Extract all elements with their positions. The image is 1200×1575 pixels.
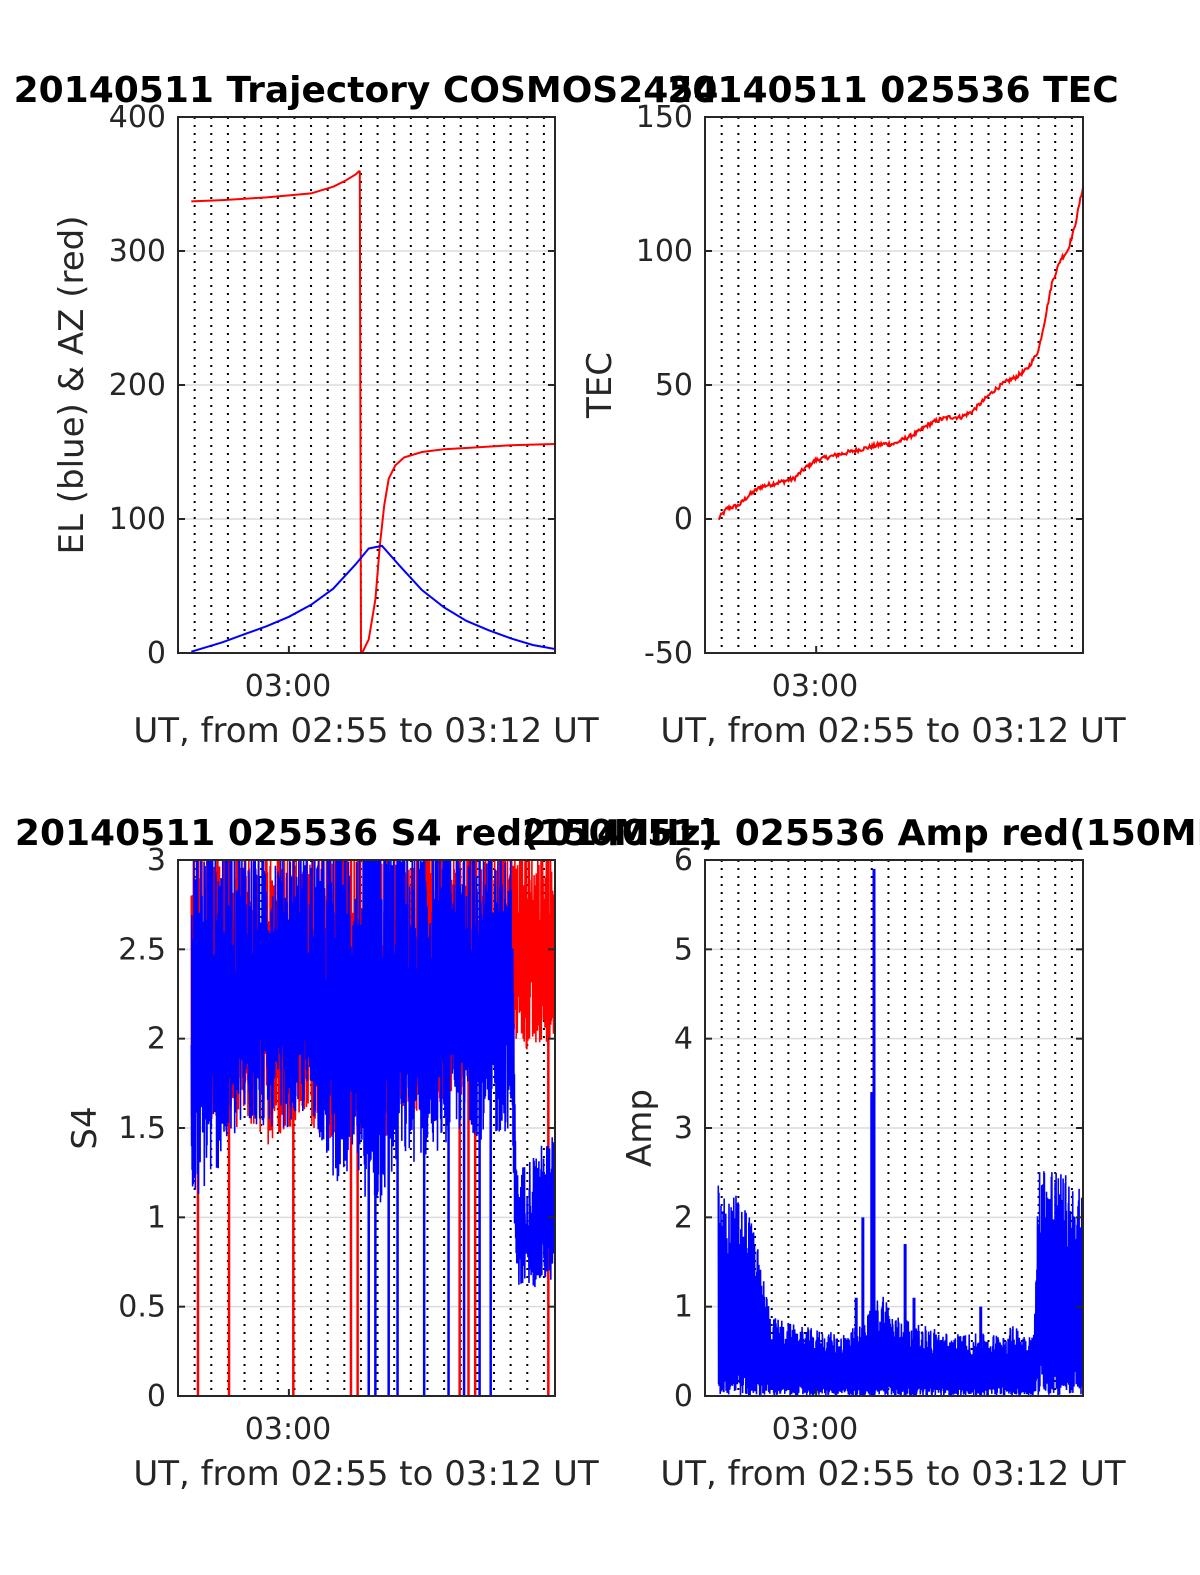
- panel-amp-hgrid: [705, 948, 1083, 1308]
- panel-tec-xtick: 03:00: [772, 669, 858, 704]
- panel-s4-series-1-trace: [190, 860, 555, 1288]
- panel-amp-ytick-label: 4: [674, 1022, 693, 1057]
- panel-amp-ytick-label: 2: [674, 1200, 693, 1235]
- panel-tec-title: 20140511 025536 TEC: [667, 70, 1118, 111]
- panel-tec-ytick-label: 50: [655, 368, 693, 403]
- panel-trajectory-series-0-segment-2: [361, 443, 555, 653]
- panel-trajectory-ytick-label: 400: [109, 100, 166, 135]
- panel-trajectory-ylabel: EL (blue) & AZ (red): [52, 215, 92, 554]
- panel-trajectory-ytick-label: 200: [109, 368, 166, 403]
- panel-trajectory-ytick-label: 300: [109, 234, 166, 269]
- panel-s4-ytick-label: 0.5: [118, 1290, 166, 1325]
- panel-trajectory: 20140511 Trajectory COSMOS2454 0 100 200 30…: [14, 70, 719, 751]
- panel-amp-yticks: 0 1 2 3 4 5 6: [674, 843, 1083, 1414]
- panel-amp-ytick-label: 6: [674, 843, 693, 878]
- panel-tec-ytick-label: 100: [636, 234, 693, 269]
- panel-trajectory-ytick-label: 0: [147, 636, 166, 671]
- panel-tec-hgrid: [705, 250, 1083, 520]
- panel-tec: 20140511 025536 TEC -50 0 50 100 150 03:00 U…: [580, 70, 1126, 751]
- panel-s4-series: [190, 860, 555, 1396]
- panel-trajectory-vgrid: [193, 117, 545, 653]
- panel-tec-series: [717, 187, 1083, 521]
- panel-s4-ytick-label: 1: [147, 1200, 166, 1235]
- panel-trajectory-series-1-segment-0: [191, 544, 555, 653]
- panel-amp-ytick-label: 5: [674, 932, 693, 967]
- panel-tec-ytick-label: 150: [636, 100, 693, 135]
- panel-s4-ytick-label: 3: [147, 843, 166, 878]
- panel-amp-xlabel: UT, from 02:55 to 03:12 UT: [660, 1454, 1126, 1494]
- panel-trajectory-xtick: 03:00: [245, 669, 331, 704]
- panel-amp-ylabel: Amp: [620, 1089, 660, 1167]
- panel-tec-ylabel: TEC: [580, 352, 620, 419]
- panel-amp-series-0-trace: [717, 1171, 1083, 1396]
- panel-s4-ytick-label: 0: [147, 1379, 166, 1414]
- panel-trajectory-series: [191, 169, 555, 653]
- panel-s4-ylabel: S4: [65, 1106, 105, 1149]
- panel-trajectory-series-0-segment-1: [358, 170, 362, 653]
- panel-tec-ytick-label: 0: [674, 502, 693, 537]
- panel-tec-series-0-segment-0: [717, 187, 1083, 521]
- panel-tec-xlabel: UT, from 02:55 to 03:12 UT: [660, 711, 1126, 751]
- panel-trajectory-ytick-label: 100: [109, 502, 166, 537]
- panel-s4-yticks: 0 0.5 1 1.5 2 2.5 3: [118, 843, 555, 1414]
- panel-tec-vgrid: [720, 117, 1073, 653]
- panel-s4-xlabel: UT, from 02:55 to 03:12 UT: [133, 1454, 599, 1494]
- panel-trajectory-yticks: 0 100 200 300 400: [109, 100, 555, 671]
- panel-trajectory-xlabel: UT, from 02:55 to 03:12 UT: [133, 711, 599, 751]
- panel-s4-ytick-label: 1.5: [118, 1111, 166, 1146]
- panel-tec-ytick-label: -50: [644, 636, 693, 671]
- panel-amp-ytick-label: 0: [674, 1379, 693, 1414]
- panel-amp-title: 20140511 025536 Amp red(150MHz): [522, 813, 1200, 854]
- panel-amp-xtick: 03:00: [772, 1412, 858, 1447]
- panel-tec-yticks: -50 0 50 100 150: [636, 100, 1083, 671]
- panel-amp-vgrid: [720, 860, 1073, 1396]
- panel-s4-xtick: 03:00: [245, 1412, 331, 1447]
- panel-trajectory-title: 20140511 Trajectory COSMOS2454: [14, 70, 719, 111]
- panel-amp-ytick-label: 3: [674, 1111, 693, 1146]
- panel-s4-ytick-label: 2.5: [118, 932, 166, 967]
- panel-s4: 20140511 025536 S4 red(150MHz) 0 0.5 1 1.5 2…: [15, 813, 717, 1494]
- panel-amp-series: [717, 868, 1083, 1396]
- panel-s4-ytick-label: 2: [147, 1022, 166, 1057]
- panel-trajectory-series-0-segment-0: [191, 169, 361, 203]
- panel-amp-ytick-label: 1: [674, 1290, 693, 1325]
- panel-s4-title: 20140511 025536 S4 red(150MHz): [15, 813, 717, 854]
- panel-trajectory-hgrid: [178, 250, 555, 520]
- panel-amp: 20140511 025536 Amp red(150MHz) 0123456 …: [522, 813, 1200, 1494]
